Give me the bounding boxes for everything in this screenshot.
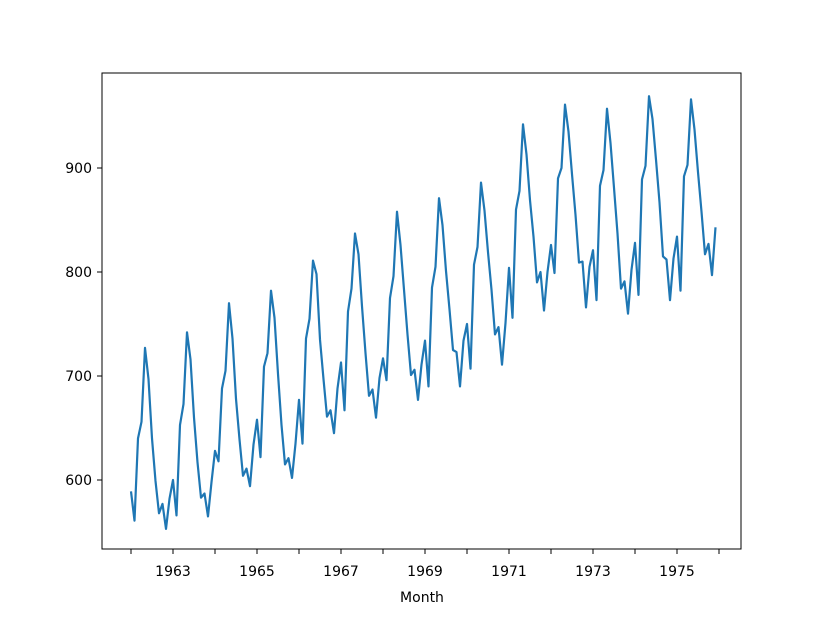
x-axis-label: Month [400, 590, 444, 606]
x-tick-label: 1971 [491, 564, 527, 580]
plot-area [102, 73, 741, 549]
y-tick-label: 900 [65, 161, 92, 177]
x-tick-label: 1967 [323, 564, 359, 580]
x-tick-label: 1973 [575, 564, 611, 580]
x-tick-label: 1965 [239, 564, 275, 580]
milk-production-line [129, 95, 717, 531]
x-tick-label: 1963 [155, 564, 191, 580]
y-tick-label: 800 [65, 265, 92, 281]
x-tick-label: 1975 [659, 564, 695, 580]
plot-frame [101, 72, 742, 550]
y-axis-ticks: 600 700 800 900 [65, 161, 102, 489]
y-tick-label: 700 [65, 369, 92, 385]
x-axis-ticks: 1963 1965 1967 1969 1971 1973 1975 [130, 549, 720, 580]
y-tick-label: 600 [65, 473, 92, 489]
x-tick-label: 1969 [407, 564, 443, 580]
